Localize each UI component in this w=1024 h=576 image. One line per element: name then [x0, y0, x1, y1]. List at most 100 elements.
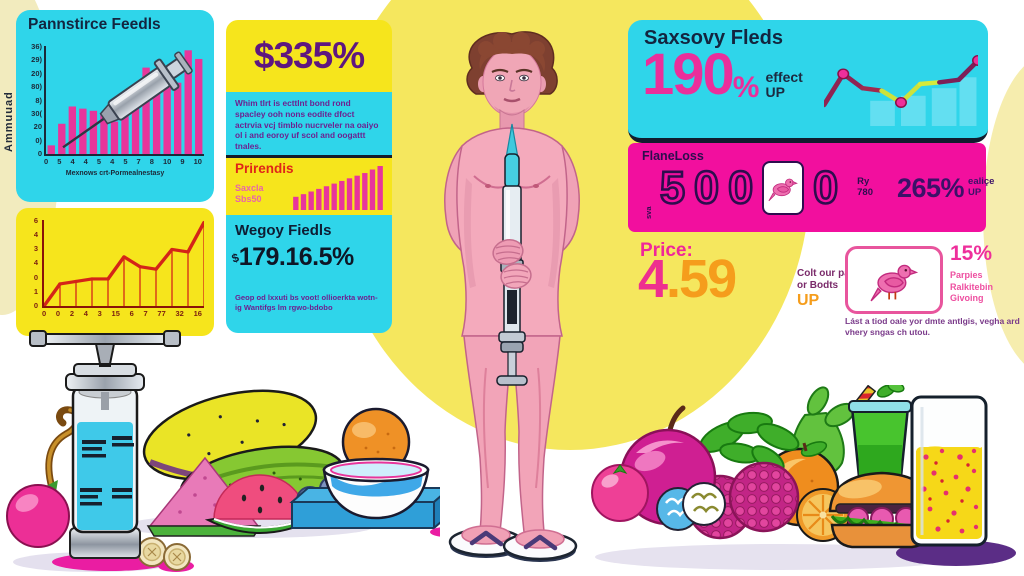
- price-value-dec: .59: [666, 249, 737, 309]
- tick-label: 10: [193, 157, 202, 166]
- bird-stat-value: 15%: [950, 242, 993, 265]
- saxsovy-percent: %: [732, 71, 760, 105]
- banana-slices: [137, 537, 191, 571]
- pannstirce-x-axis-ticks: 0 5 4 4 5 4 5 7 8 10 9 10: [44, 157, 202, 166]
- tick-label: 15: [111, 309, 120, 318]
- bird-stat-box: [845, 246, 943, 314]
- tick-label: 29): [31, 55, 42, 65]
- bird-body-text: Lást a tiod oale yor dmte antlgis, vegha…: [845, 316, 1020, 338]
- flaneloss-stat-suffix-line1: ealiçe: [968, 176, 995, 188]
- price-note-line2: or Bodts: [797, 280, 839, 291]
- trend-line-chart: [44, 220, 204, 306]
- flaneloss-stat: 265%: [896, 172, 965, 203]
- saxsovy-value: 190: [642, 42, 735, 107]
- bird-caption: Parpies Ralkitebin Givoing: [950, 270, 993, 305]
- wegoy-section: Wegoy Fiedls $ 179.16.5% Geop od lxxuti …: [226, 215, 392, 333]
- syringe-icon: [62, 51, 193, 149]
- tick-label: 80): [31, 82, 42, 92]
- tick-label: 1: [33, 286, 38, 296]
- flaneloss-digit-1: 5: [659, 162, 687, 214]
- tick-label: 7: [143, 309, 148, 318]
- wegoy-value-row: $ 179.16.5%: [230, 243, 355, 272]
- tick-label: 2: [69, 309, 74, 318]
- prirendis-subtitle-line1: Saxcla: [235, 183, 264, 193]
- tick-label: 5: [123, 157, 128, 166]
- pannstirce-bar-chart: [47, 50, 203, 154]
- bird-caption-line3: Givoing: [950, 293, 984, 304]
- tick-label: 0: [42, 309, 47, 318]
- bird-caption-line2: Ralkitebin: [950, 281, 994, 292]
- mouth: [503, 97, 521, 103]
- flaneloss-vertical-label: sva: [644, 206, 653, 219]
- prirendis-section: Prirendis Saxcla Sbs50: [226, 155, 392, 215]
- prirendis-subtitle-line2: Sbs50: [235, 194, 262, 205]
- right-leg: [511, 335, 561, 533]
- t-handle: [41, 333, 169, 345]
- left-leg: [463, 335, 513, 533]
- tick-label: 0: [44, 157, 49, 166]
- flaneloss-small-line2: 780: [857, 187, 873, 198]
- saxsovy-title: Saxsovy Fleds: [644, 27, 783, 49]
- tick-label: 10: [162, 157, 172, 166]
- saxsovy-value-row: 190 % effect UP: [642, 42, 803, 107]
- wegoy-title: Wegoy Fiedls: [235, 222, 332, 239]
- saxsovy-suffix-line2: UP: [765, 83, 785, 100]
- stat-335-value: $335%: [253, 35, 365, 76]
- wegoy-value: 179.16.5%: [238, 243, 355, 271]
- flip-flops: [448, 525, 578, 562]
- wegoy-caption: Geop od lxxuti bs voot! ollioerkta wotn-…: [235, 293, 378, 312]
- flaneloss-digit-2: 0: [693, 162, 721, 214]
- price-note: Colt our pance or Bodts UP: [797, 268, 867, 310]
- pannstirce-title: Pannstirce Feedls: [28, 16, 161, 33]
- prirendis-mini-bar-chart: [293, 166, 383, 210]
- tick-label: 8: [149, 157, 154, 166]
- flaneloss-digit-4: 0: [812, 162, 840, 214]
- jar-label-stripes: [80, 436, 134, 506]
- tick-label: 4: [70, 157, 75, 166]
- tick-label: 0: [55, 309, 61, 318]
- panel-saxsovy: Saxsovy Fleds 190 % effect UP: [628, 20, 988, 143]
- tick-label: 4: [33, 258, 38, 268]
- hands: [492, 239, 532, 289]
- prirendis-subtitle: Saxcla Sbs50: [235, 183, 264, 206]
- tick-label: 4: [83, 157, 88, 166]
- left-vertical-label: Ammuuad: [3, 91, 15, 152]
- tick-label: 7: [136, 157, 141, 166]
- flaneloss-small-line1: Ry: [857, 176, 870, 188]
- trend-y-axis-ticks: 6 4 3 4 0 1 0: [22, 216, 38, 310]
- pannstirce-y-axis-ticks: 36) 29) 20) 80) 8) 30(20 0) 0: [20, 42, 42, 158]
- middle-stat-column: $335% Whim tlrt is ecttlnt bond rond spa…: [226, 20, 392, 333]
- tick-label: 0: [37, 149, 42, 158]
- pink-tomato: [591, 464, 649, 522]
- saxsovy-trend-line-chart: [824, 55, 978, 126]
- tick-label: 16: [193, 309, 202, 318]
- flaneloss-band: FlaneLoss sva 5 0 0 0: [628, 143, 994, 232]
- price-note-line1: Colt our pance: [797, 268, 868, 279]
- tick-label: 4: [110, 157, 115, 166]
- price-note-up: UP: [797, 292, 820, 309]
- tick-label: 20: [33, 122, 42, 132]
- tall-glass: [910, 395, 988, 547]
- flaneloss-label: FlaneLoss: [642, 149, 704, 163]
- pannstirce-x-axis-label: Mexnows crt-Pormealnestasy: [65, 170, 165, 177]
- flaneloss-digit-row: 5 0 0 0 Ry 780 2: [659, 161, 995, 215]
- pigeon-icon: [870, 264, 919, 302]
- tick-label: 0): [35, 135, 42, 145]
- trend-plot-area: [42, 220, 204, 308]
- stat-335-section: $335%: [226, 20, 392, 92]
- flaneloss-digit-3: 0: [727, 162, 755, 214]
- flaneloss-stat-suffix-line2: UP: [968, 187, 982, 198]
- green-drink-glass: [848, 385, 912, 479]
- bird-caption-line1: Parpies: [950, 270, 983, 280]
- tick-label: 36): [31, 42, 42, 51]
- price-label: Price:: [640, 240, 693, 261]
- tick-label: 9: [180, 157, 185, 166]
- saxsovy-suffix: effect UP: [765, 70, 802, 99]
- tick-label: 30(: [31, 108, 42, 118]
- saxsovy-suffix-line1: effect: [765, 68, 803, 85]
- tick-label: 6: [129, 309, 134, 318]
- tick-label: 4: [33, 230, 38, 240]
- man-with-syringe-illustration: [444, 31, 580, 562]
